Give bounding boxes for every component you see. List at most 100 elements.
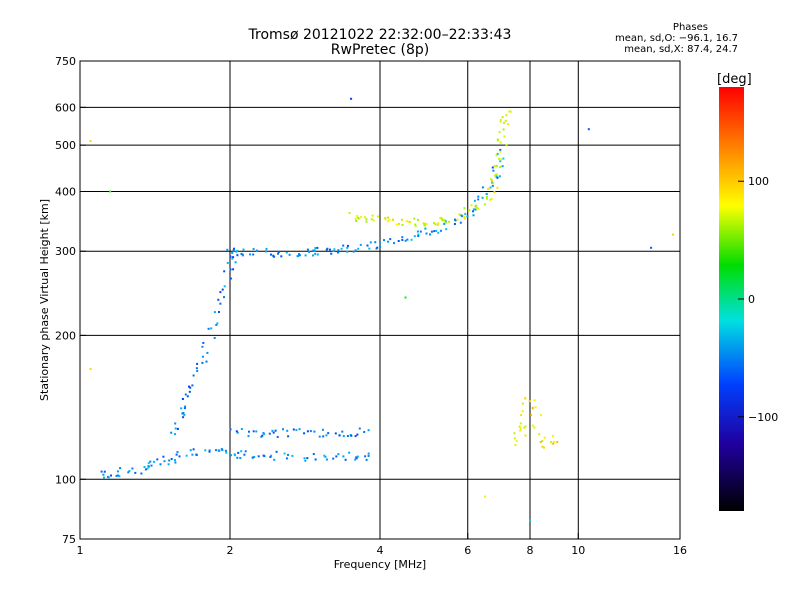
data-point (188, 386, 190, 388)
data-point (256, 250, 258, 252)
data-point (477, 196, 479, 198)
data-point (379, 246, 381, 248)
data-point (104, 471, 106, 473)
data-point (672, 234, 674, 236)
data-point (214, 311, 216, 313)
data-point (500, 121, 502, 123)
data-point (174, 462, 176, 464)
data-point (371, 218, 373, 220)
data-point (317, 254, 319, 256)
data-point (160, 463, 162, 465)
data-point (195, 454, 197, 456)
data-point (322, 429, 324, 431)
data-point (458, 213, 460, 215)
data-point (445, 222, 447, 224)
data-point (297, 255, 299, 257)
data-point (413, 218, 415, 220)
data-point (90, 368, 92, 370)
data-point (360, 216, 362, 218)
data-point (544, 437, 546, 439)
x-tick-label: 2 (227, 544, 234, 557)
data-point (445, 228, 447, 230)
data-point (221, 449, 223, 451)
data-point (209, 451, 211, 453)
data-point (269, 433, 271, 435)
data-point (514, 432, 516, 434)
data-point (387, 217, 389, 219)
x-tick-label: 6 (464, 544, 471, 557)
colorbar-tick-label: −100 (748, 411, 778, 424)
data-point (282, 428, 284, 430)
data-point (236, 250, 238, 252)
data-point (431, 231, 433, 233)
data-point (291, 455, 293, 457)
data-point (332, 458, 334, 460)
data-point (232, 256, 234, 258)
data-point (284, 453, 286, 455)
data-point (223, 296, 225, 298)
data-point (286, 457, 288, 459)
data-point (538, 433, 540, 435)
data-point (252, 457, 254, 459)
data-point (140, 473, 142, 475)
data-point (174, 459, 176, 461)
data-point (493, 191, 495, 193)
data-point (365, 218, 367, 220)
x-axis: 1 2 4 6 8 10 16 (77, 533, 688, 557)
data-point (525, 435, 527, 437)
x-tick-label: 1 (77, 544, 84, 557)
data-point (519, 430, 521, 432)
data-point (433, 230, 435, 232)
data-point (314, 249, 316, 251)
data-point (310, 430, 312, 432)
data-point (266, 248, 268, 250)
data-point (236, 430, 238, 432)
y-axis-label: Stationary phase Virtual Height [km] (38, 199, 51, 401)
data-point (223, 270, 225, 272)
data-point (313, 453, 315, 455)
data-point (496, 165, 498, 167)
data-point (588, 128, 590, 130)
data-point (457, 219, 459, 221)
data-point (496, 174, 498, 176)
data-point (401, 236, 403, 238)
data-point (349, 212, 351, 214)
data-point (486, 198, 488, 200)
data-point (368, 455, 370, 457)
data-point (162, 456, 164, 458)
colorbar-unit-label: [deg] (717, 72, 752, 87)
data-point (464, 213, 466, 215)
data-point (219, 303, 221, 305)
data-point (448, 221, 450, 223)
data-point (477, 198, 479, 200)
data-point (366, 221, 368, 223)
data-point (171, 458, 173, 460)
data-point (306, 457, 308, 459)
data-point (270, 254, 272, 256)
data-point (185, 394, 187, 396)
data-point (240, 450, 242, 452)
data-point (218, 450, 220, 452)
colorbar-ticks: 100 0 −100 (738, 175, 778, 424)
data-point (373, 219, 375, 221)
data-point (392, 219, 394, 221)
data-point (492, 182, 494, 184)
data-point (202, 342, 204, 344)
data-point (102, 474, 104, 476)
data-point (486, 196, 488, 198)
data-point (217, 299, 219, 301)
data-point (184, 406, 186, 408)
data-point (505, 120, 507, 122)
data-point (502, 116, 504, 118)
data-point (295, 429, 297, 431)
data-point (522, 410, 524, 412)
data-point (520, 422, 522, 424)
data-point (533, 427, 535, 429)
data-point (326, 249, 328, 251)
data-point (370, 241, 372, 243)
data-point (471, 204, 473, 206)
data-point (101, 471, 103, 473)
data-point (417, 219, 419, 221)
data-point (189, 391, 191, 393)
data-point (215, 449, 217, 451)
